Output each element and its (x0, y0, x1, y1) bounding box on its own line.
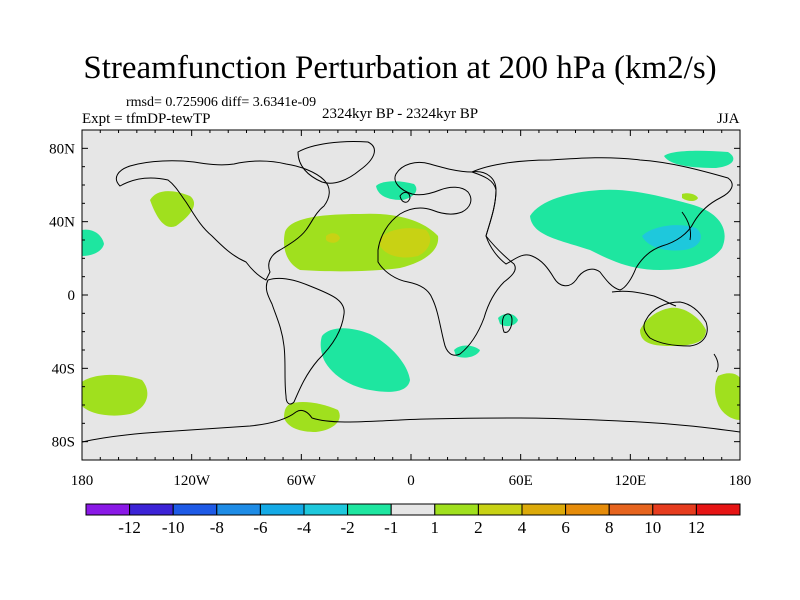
coast-greenland (297, 141, 375, 184)
colorbar-swatch (477, 503, 523, 516)
season-label: JJA (717, 111, 740, 127)
axis-ticks (81, 130, 741, 460)
contour-north-sea-negative (376, 181, 417, 200)
colorbar-swatch (652, 503, 697, 516)
colorbar-label: 1 (431, 518, 440, 537)
contour-east-indian-positive (715, 373, 740, 420)
map-background (82, 130, 740, 460)
lat-label: 80S (52, 435, 75, 451)
coastlines (82, 141, 740, 443)
colorbar-swatch (303, 503, 349, 516)
experiment-label: Expt = tfmDP-tewTP (82, 111, 211, 127)
colorbar-swatch (85, 503, 131, 516)
lon-label: 180 (729, 473, 752, 489)
lon-label: 60E (509, 473, 533, 489)
contour-arctic-negative (664, 150, 734, 168)
contour-south-africa-negative (454, 345, 480, 358)
colorbar-labels: -12 -10 -8 -6 -4 -2 -1 1 2 4 6 8 10 12 (118, 518, 705, 537)
colorbar (85, 503, 741, 516)
contour-south-pacific-positive (82, 374, 148, 416)
colorbar-label: -12 (118, 518, 141, 537)
colorbar-label: 10 (644, 518, 661, 537)
lon-label: 0 (407, 473, 415, 489)
colorbar-label: -8 (210, 518, 224, 537)
coast-uk (399, 191, 411, 203)
coast-eurasia (470, 157, 733, 291)
contour-west-pacific-negative (82, 229, 104, 256)
lon-label: 60W (287, 473, 317, 489)
longitude-labels: 180 120W 60W 0 60E 120E 180 (71, 473, 752, 489)
lon-label: 120W (173, 473, 211, 489)
colorbar-label: -1 (384, 518, 398, 537)
colorbar-label: -2 (341, 518, 355, 537)
colorbar-label: 6 (561, 518, 570, 537)
lat-label: 0 (68, 288, 76, 304)
contour-small-core (326, 233, 340, 243)
colorbar-swatch (129, 503, 174, 516)
contour-madagascar-negative (498, 313, 518, 327)
contour-japan-core (642, 225, 701, 251)
coast-africa-europe (377, 161, 516, 356)
contour-south-atlantic-negative (320, 328, 410, 392)
colorbar-label: -4 (297, 518, 312, 537)
colorbar-swatch (434, 503, 479, 516)
coast-north-america (115, 160, 330, 281)
coast-new-zealand (713, 353, 719, 373)
latitude-labels: 80N 40N 0 40S 80S (49, 141, 75, 450)
colorbar-swatch (608, 503, 654, 516)
colorbar-label: 4 (518, 518, 527, 537)
contour-alaska-positive (150, 191, 195, 227)
stats-line: rmsd= 0.725906 diff= 3.6341e-09 (126, 95, 317, 110)
lat-label: 40N (49, 215, 75, 231)
colorbar-swatch (172, 503, 218, 516)
contour-atlantic-core (380, 228, 431, 258)
coast-antarctica (82, 409, 740, 443)
colorbar-label: 8 (605, 518, 614, 537)
colorbar-label: 2 (474, 518, 483, 537)
lat-label: 80N (49, 141, 75, 157)
coast-indonesia (611, 290, 677, 307)
lon-label: 180 (71, 473, 94, 489)
colorbar-swatch (695, 503, 741, 516)
coast-madagascar (502, 313, 513, 333)
colorbar-label: -6 (253, 518, 267, 537)
coast-japan (681, 211, 691, 241)
colorbar-swatch (216, 503, 261, 516)
colorbar-swatch (259, 503, 305, 516)
colorbar-label: -10 (162, 518, 185, 537)
period-label: 2324kyr BP - 2324kyr BP (322, 106, 479, 122)
colorbar-swatch (347, 503, 392, 516)
lon-label: 120E (614, 473, 646, 489)
contour-australia-positive (640, 307, 706, 346)
colorbar-label: 12 (688, 518, 705, 537)
coast-australia (643, 301, 708, 347)
contour-japan-small-positive (682, 193, 698, 201)
colorbar-swatch (390, 503, 436, 516)
coast-south-america (265, 277, 345, 405)
lat-label: 40S (52, 361, 75, 377)
colorbar-swatch (565, 503, 610, 516)
contour-fields (82, 150, 740, 432)
chart-title: Streamfunction Perturbation at 200 hPa (… (83, 50, 717, 86)
colorbar-swatch (521, 503, 567, 516)
